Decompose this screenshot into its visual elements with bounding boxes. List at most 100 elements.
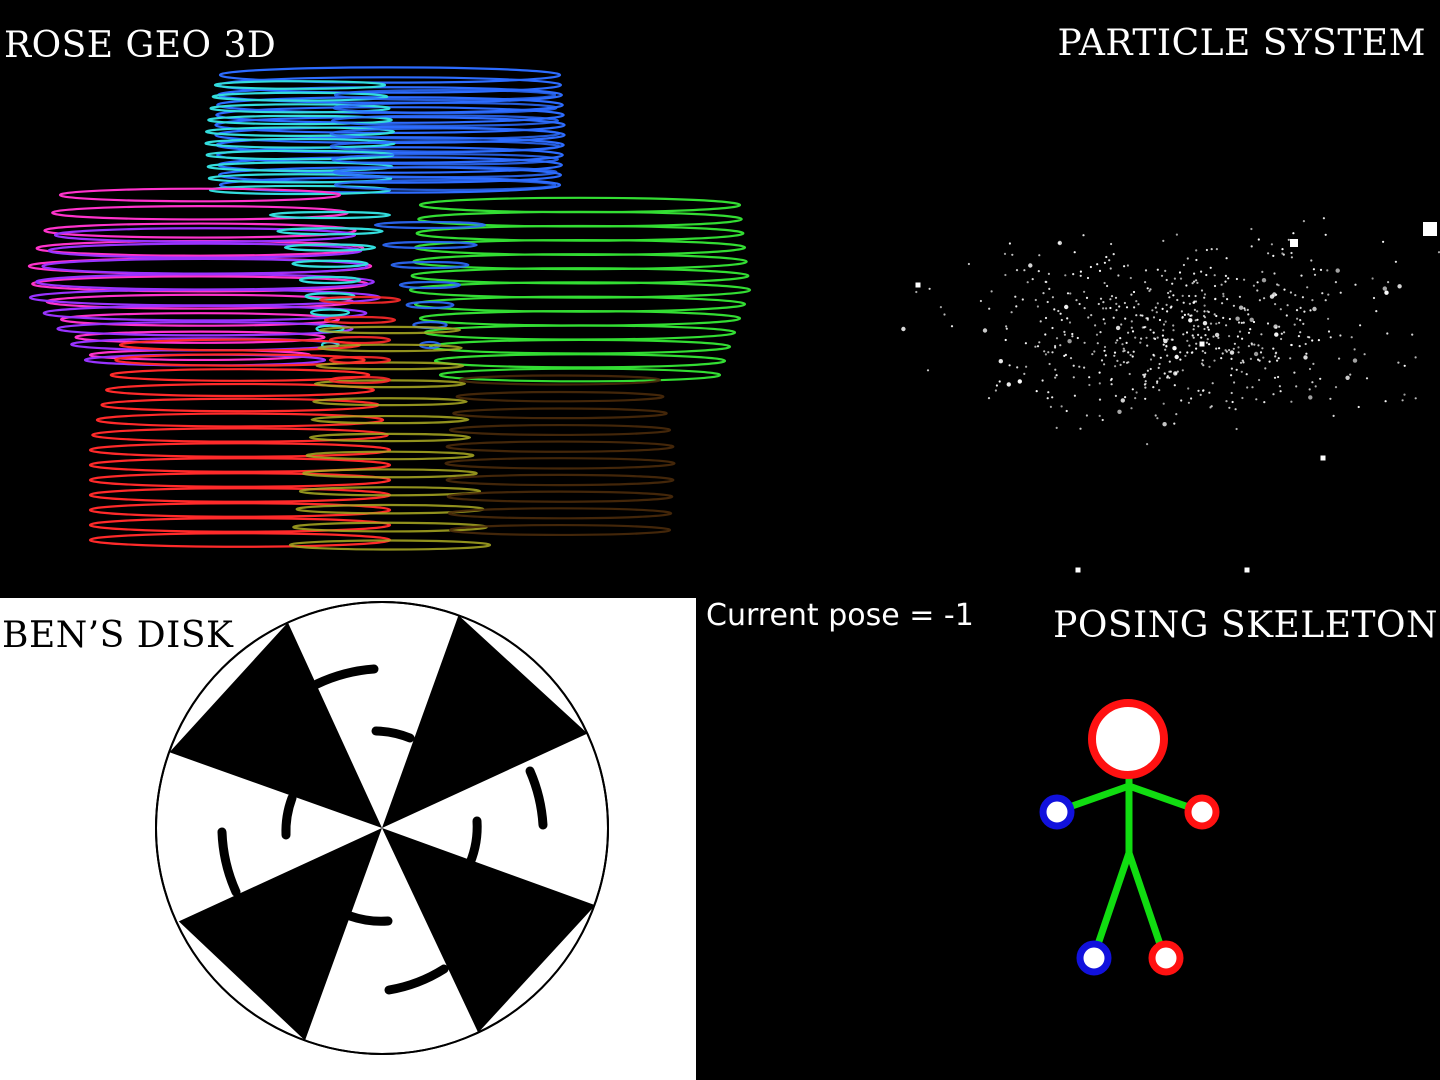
particle	[1176, 298, 1179, 302]
particle	[1152, 331, 1155, 334]
particle	[915, 290, 918, 294]
particle	[1146, 369, 1149, 372]
particle	[1309, 309, 1312, 312]
particle	[1312, 362, 1315, 365]
particle	[1073, 251, 1076, 254]
particle	[1115, 325, 1121, 331]
rose-ring	[332, 166, 558, 179]
rose-ring	[333, 88, 557, 102]
particle-system-title: PARTICLE SYSTEM	[1057, 23, 1426, 64]
particle	[1171, 282, 1174, 285]
particle	[1116, 339, 1119, 342]
particle	[1102, 318, 1105, 321]
particle	[1206, 310, 1209, 313]
particle	[1168, 376, 1171, 379]
particle	[1166, 375, 1169, 378]
skeleton-head[interactable]	[1088, 699, 1168, 779]
particle-canvas	[901, 217, 1440, 573]
rose-ring	[211, 91, 389, 102]
particle	[1310, 259, 1313, 262]
particle	[1151, 309, 1154, 312]
rose-ring	[331, 114, 559, 127]
particle	[1195, 342, 1198, 345]
particle	[1127, 351, 1130, 354]
left-hand-joint[interactable]	[1039, 794, 1075, 830]
particle	[1305, 352, 1308, 355]
particle	[1210, 405, 1213, 408]
particle	[1091, 353, 1094, 356]
particle	[901, 326, 906, 332]
particle	[1181, 369, 1184, 372]
left-foot-joint[interactable]	[1076, 940, 1112, 976]
rose-ring	[268, 210, 392, 220]
particle	[1103, 322, 1106, 325]
particle	[1152, 337, 1156, 340]
particle	[1163, 338, 1168, 344]
particle	[1253, 343, 1256, 346]
particle	[1263, 401, 1266, 404]
particle	[967, 262, 970, 266]
particle	[1071, 332, 1074, 336]
particle	[1069, 357, 1073, 360]
particle	[1112, 253, 1115, 256]
particle	[1060, 405, 1063, 408]
particle	[1235, 368, 1238, 371]
particle	[1193, 300, 1196, 303]
particle	[1242, 361, 1245, 364]
rose-ring	[56, 321, 354, 337]
particle	[1215, 248, 1218, 251]
particle	[1301, 296, 1304, 299]
particle	[1105, 255, 1108, 259]
particle	[1324, 299, 1327, 302]
particle	[1196, 318, 1199, 321]
particle	[1194, 300, 1198, 303]
particle	[1240, 321, 1243, 324]
particle	[1024, 342, 1027, 345]
particle	[1098, 382, 1101, 385]
particle	[1152, 386, 1155, 389]
particle	[1118, 305, 1121, 308]
rose-ring	[405, 300, 455, 310]
particle	[1139, 341, 1142, 344]
particle	[1114, 365, 1117, 368]
particle	[1042, 292, 1045, 295]
rose-ring	[438, 367, 722, 383]
particle	[1319, 268, 1323, 271]
rose-ring	[88, 472, 392, 488]
particle	[1015, 305, 1018, 308]
particle	[1252, 320, 1256, 324]
particle	[1290, 343, 1293, 347]
rose-ring	[298, 486, 482, 497]
particle	[1208, 343, 1211, 346]
particle	[1142, 373, 1145, 376]
particle	[1055, 374, 1058, 377]
particle	[1004, 273, 1007, 277]
right-hand-joint[interactable]	[1184, 794, 1220, 830]
particle	[1234, 408, 1237, 411]
particle	[1277, 375, 1280, 379]
particle	[1103, 261, 1106, 264]
particle	[1246, 308, 1249, 311]
particle	[1281, 252, 1284, 255]
particle	[1334, 281, 1337, 284]
particle	[1306, 286, 1309, 289]
particle	[1206, 326, 1209, 329]
particle	[1233, 342, 1236, 345]
particle	[1298, 345, 1301, 348]
rose-ring	[418, 310, 742, 327]
particle	[1156, 336, 1159, 339]
right-foot-joint[interactable]	[1148, 940, 1184, 976]
particle	[1068, 321, 1072, 324]
rose-geo-3d-panel: ROSE GEO 3D	[0, 0, 760, 598]
particle	[1048, 287, 1051, 290]
rose-ring	[446, 490, 674, 503]
particle	[1090, 314, 1093, 317]
particle	[1290, 400, 1293, 403]
skeleton-canvas	[1039, 699, 1220, 976]
particle-large	[1244, 567, 1250, 573]
particle	[1034, 298, 1037, 302]
particle	[1437, 251, 1440, 254]
particle	[1272, 254, 1275, 257]
rose-ring	[276, 227, 384, 236]
particle	[939, 306, 942, 309]
